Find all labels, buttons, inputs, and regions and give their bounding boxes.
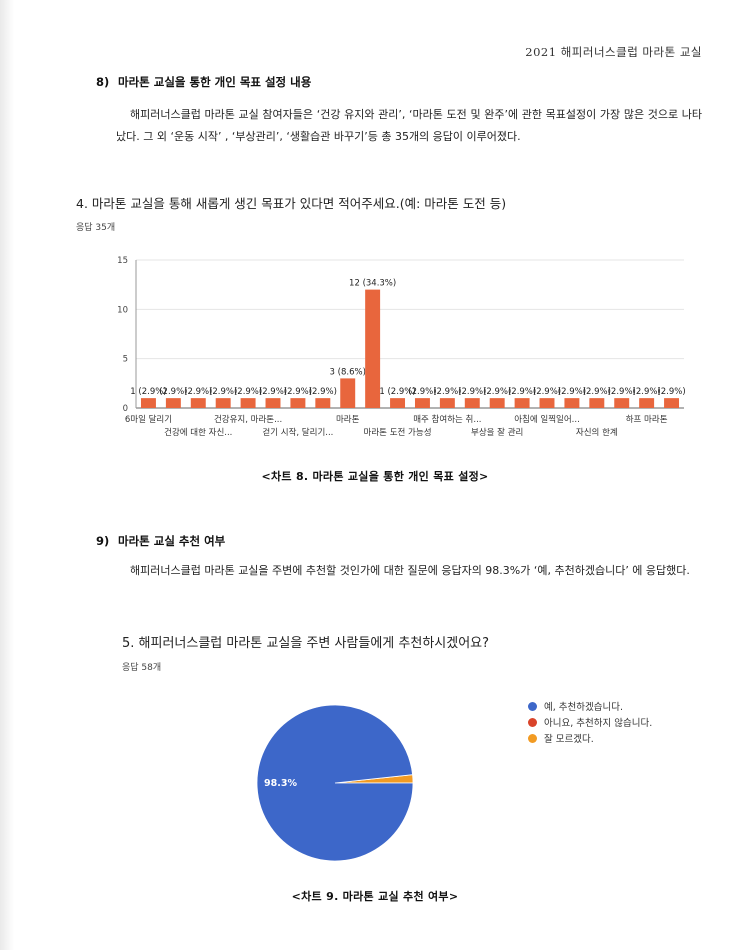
bar (340, 378, 356, 408)
bar (140, 398, 156, 408)
question-5-title: 5. 해피러너스클럽 마라톤 교실을 주변 사람들에게 추천하시겠어요? (122, 636, 490, 651)
bar-data-label: (2.9%) (558, 387, 586, 397)
bar (240, 398, 256, 408)
bar-data-label: 1 (2.9%) (130, 387, 166, 397)
x-tick-label: 아침에 일찍일어... (514, 414, 580, 425)
x-tick-label: 걷기 시작, 달리기... (262, 427, 333, 438)
bar (489, 398, 505, 408)
legend-item-yes: 예, 추천하겠습니다. (528, 698, 652, 714)
legend-label-yes: 예, 추천하겠습니다. (544, 702, 623, 713)
section-9-heading: 9) 마라톤 교실 추천 여부 (96, 533, 225, 549)
question-4-responses: 응답 35개 (76, 223, 116, 233)
y-tick-label: 10 (117, 305, 128, 315)
bar (390, 398, 406, 408)
bar (290, 398, 306, 408)
legend-label-unsure: 잘 모르겠다. (544, 734, 594, 745)
bar-data-label: (2.9%) (458, 387, 486, 397)
section-8-heading: 8) 마라톤 교실을 통한 개인 목표 설정 내용 (96, 74, 311, 90)
bar (464, 398, 480, 408)
legend-label-no: 아니요, 추천하지 않습니다. (544, 718, 653, 729)
bar (315, 398, 331, 408)
x-tick-label: 건강유지, 마라톤... (214, 414, 282, 425)
pie-slice (256, 704, 414, 862)
x-tick-label: 매주 참여하는 취... (413, 414, 481, 425)
y-tick-label: 5 (123, 355, 128, 365)
bar-data-label: (2.9%) (657, 387, 685, 397)
bar (265, 398, 281, 408)
bar-data-label: 1 (2.9%) (379, 387, 415, 397)
bar-data-label: (2.9%) (259, 387, 287, 397)
pie-chart: 98.3% (256, 704, 414, 862)
x-tick-label: 6마일 달리기 (125, 414, 172, 425)
bar (639, 398, 655, 408)
bar (190, 398, 206, 408)
bar (215, 398, 231, 408)
question-5-responses: 응답 58개 (122, 663, 162, 673)
section-9-paragraph: 해피러너스클럽 마라톤 교실을 주변에 추천할 것인가에 대한 질문에 응답자의… (130, 564, 690, 577)
bar (365, 289, 381, 408)
bar (514, 398, 530, 408)
page-header: 2021 해피러너스클럽 마라톤 교실 (525, 45, 702, 59)
bar (564, 398, 580, 408)
section-9-number: 9) (96, 534, 110, 548)
bar-data-label: (2.9%) (533, 387, 561, 397)
page-edge-shadow (0, 0, 14, 950)
bar-data-label: (2.9%) (284, 387, 312, 397)
legend-dot-yes (528, 701, 537, 711)
bar-data-label: (2.9%) (633, 387, 661, 397)
bar-data-label: (2.9%) (209, 387, 237, 397)
bar (414, 398, 430, 408)
legend-dot-unsure (528, 733, 537, 743)
x-tick-label: 마라톤 (336, 415, 360, 425)
x-tick-label: 자신의 한계 (576, 427, 618, 438)
bar (539, 398, 555, 408)
bar (165, 398, 181, 408)
section-9-title: 마라톤 교실 추천 여부 (118, 534, 226, 548)
y-tick-label: 0 (123, 404, 128, 414)
x-tick-label: 마라톤 도전 가능성 (364, 427, 432, 438)
bar-data-label: (2.9%) (483, 387, 511, 397)
bar (664, 398, 680, 408)
bar-data-label: 3 (8.6%) (330, 367, 366, 377)
legend-item-no: 아니요, 추천하지 않습니다. (528, 714, 652, 730)
x-tick-label: 부상을 잘 관리 (471, 427, 523, 438)
section-8-number: 8) (96, 75, 110, 89)
pie-slice-label: 98.3% (264, 778, 297, 789)
section-8-paragraph: 해피러너스클럽 마라톤 교실 참여자들은 ‘건강 유지와 관리’, ‘마라톤 도… (116, 108, 702, 143)
section-8-title: 마라톤 교실을 통한 개인 목표 설정 내용 (118, 75, 312, 89)
bar-data-label: (2.9%) (184, 387, 212, 397)
bar-data-label: (2.9%) (608, 387, 636, 397)
bar-data-label: (2.9%) (159, 387, 187, 397)
bar-data-label: (2.9%) (583, 387, 611, 397)
bar-data-label: (2.9%) (433, 387, 461, 397)
y-tick-label: 15 (117, 256, 128, 266)
chart-8-caption: <차트 8. 마라톤 교실을 통한 개인 목표 설정> (261, 470, 489, 483)
bar-data-label: (2.9%) (234, 387, 262, 397)
bar-data-label: 12 (34.3%) (349, 279, 396, 289)
bar-data-label: (2.9%) (508, 387, 536, 397)
bar-data-label: (2.9%) (309, 387, 337, 397)
chart-9-caption: <차트 9. 마라톤 교실 추천 여부> (291, 890, 459, 903)
bar (589, 398, 605, 408)
pie-legend: 예, 추천하겠습니다. 아니요, 추천하지 않습니다. 잘 모르겠다. (528, 698, 652, 746)
legend-dot-no (528, 717, 537, 727)
x-tick-label: 하프 마라톤 (626, 414, 668, 425)
bar (439, 398, 455, 408)
legend-item-unsure: 잘 모르겠다. (528, 730, 652, 746)
question-4-title: 4. 마라톤 교실을 통해 새롭게 생긴 목표가 있다면 적어주세요.(예: 마… (76, 196, 507, 211)
bar-data-label: (2.9%) (408, 387, 436, 397)
x-tick-label: 건강에 대한 자신... (164, 427, 232, 438)
bar (614, 398, 630, 408)
